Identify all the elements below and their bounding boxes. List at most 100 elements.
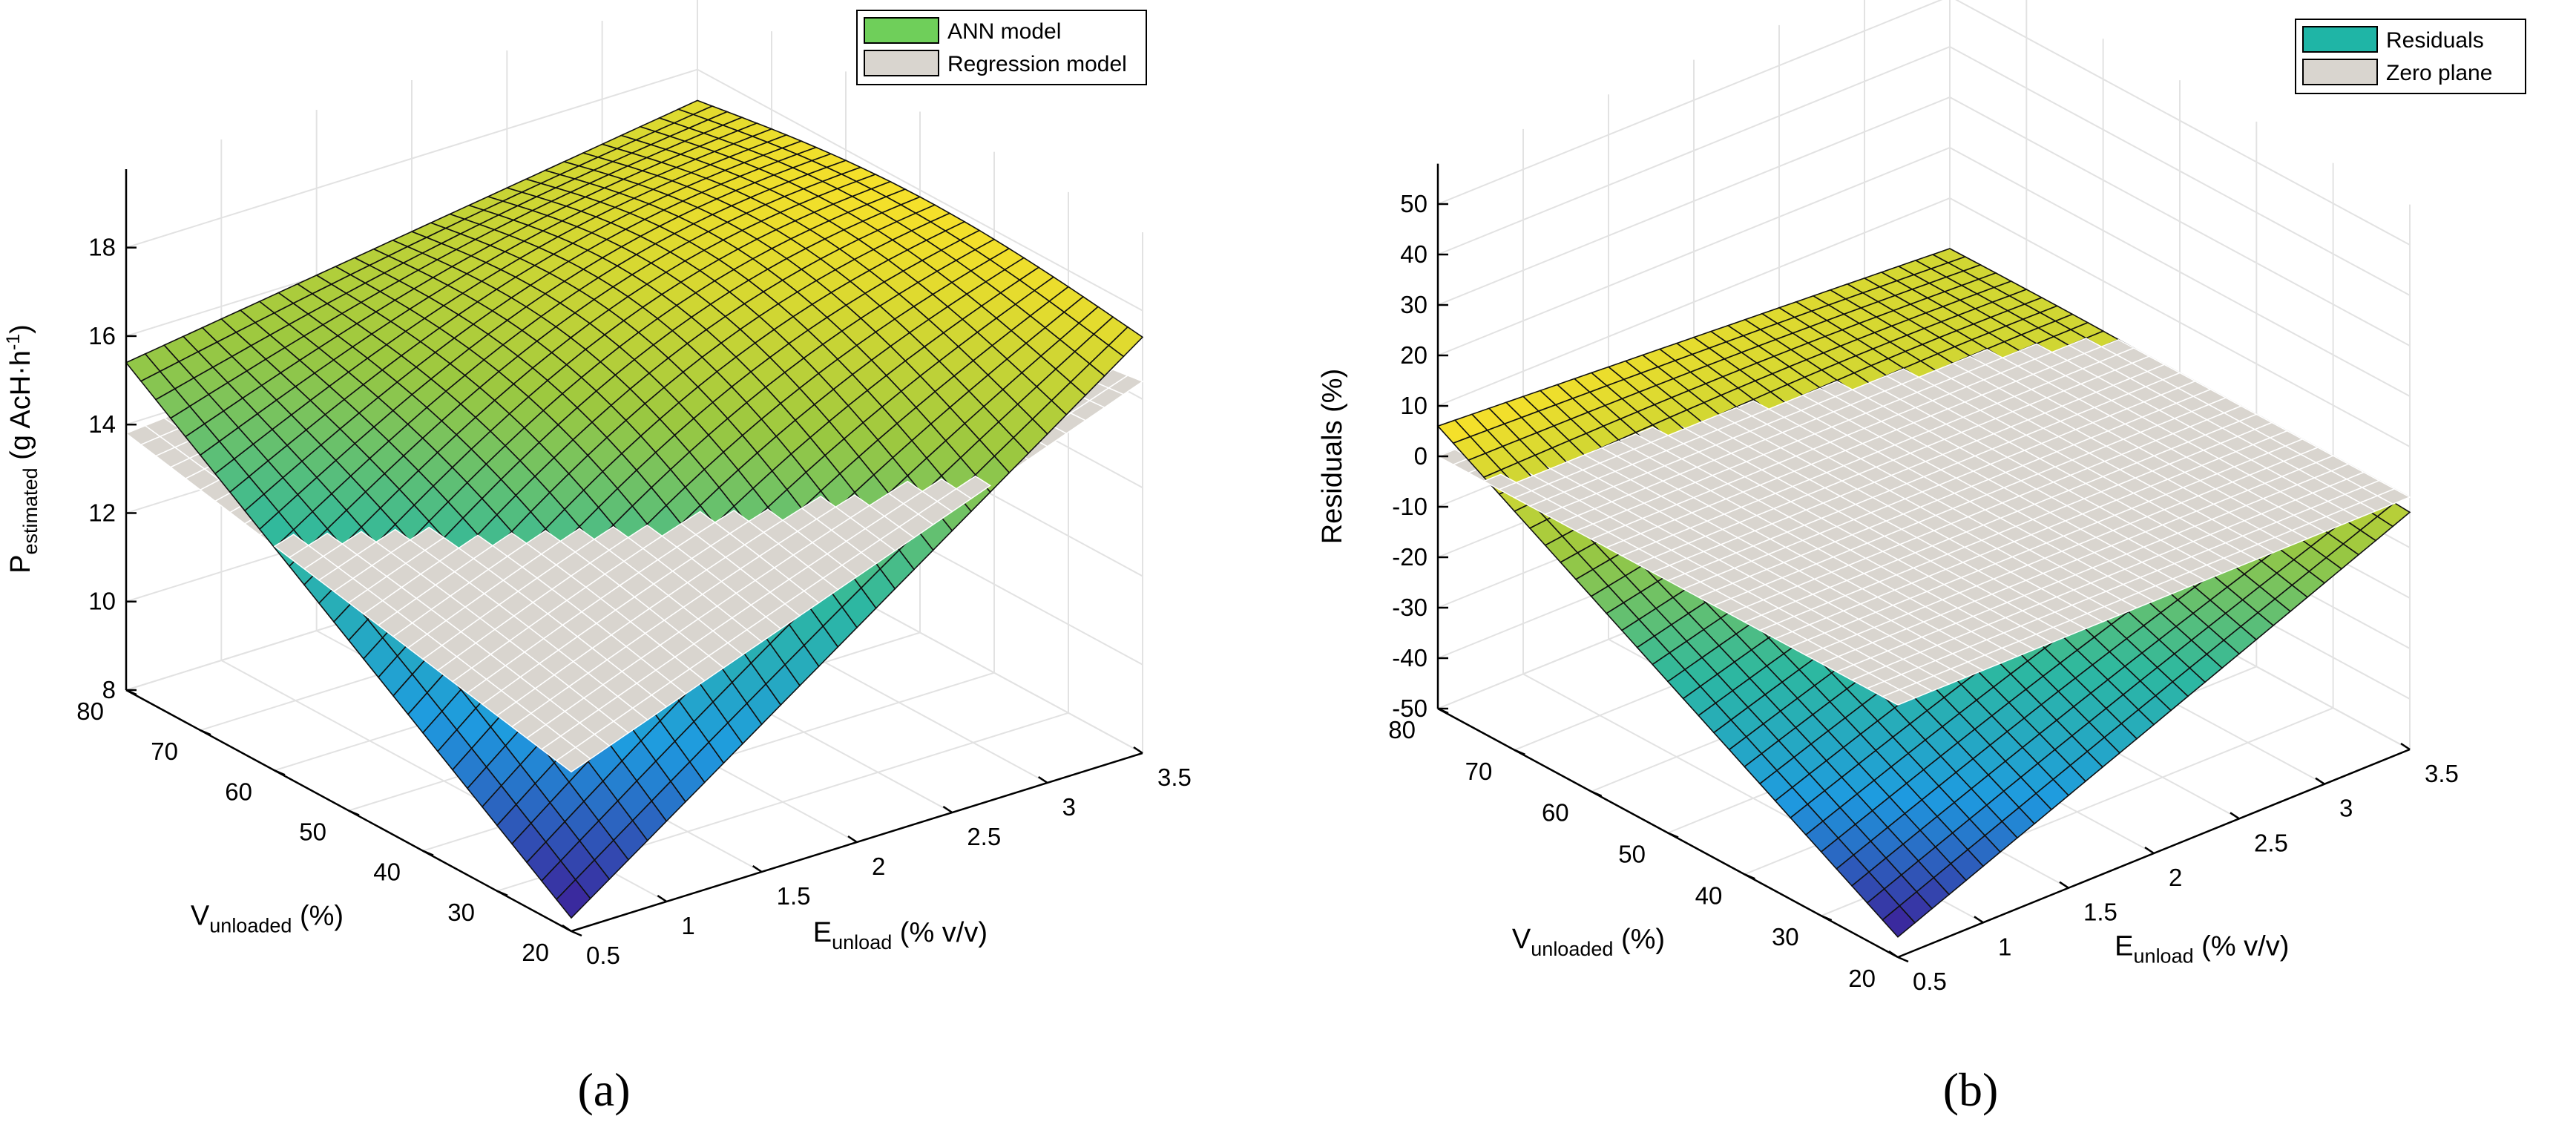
e-tick-mark bbox=[752, 864, 763, 873]
v-tick-mark bbox=[1667, 832, 1679, 838]
e-tick-mark bbox=[2315, 777, 2325, 785]
e-tick-label: 2 bbox=[872, 853, 885, 880]
v-tick-label: 40 bbox=[373, 858, 401, 886]
e-tick-label: 3.5 bbox=[2425, 760, 2459, 787]
v-tick-mark bbox=[422, 850, 434, 856]
z-tick-label: 8 bbox=[102, 676, 116, 703]
v-axis-label-unit: (%) bbox=[1613, 924, 1665, 955]
panel-caption: (a) bbox=[577, 1063, 630, 1116]
e-axis-label-unit: (% v/v) bbox=[892, 917, 988, 948]
legend-swatch bbox=[2302, 26, 2378, 53]
e-tick-label: 2.5 bbox=[967, 823, 1001, 850]
e-tick-label: 0.5 bbox=[586, 942, 620, 969]
e-tick-label: 3.5 bbox=[1157, 764, 1192, 791]
e-tick-label: 3 bbox=[2339, 795, 2353, 822]
e-axis-label-main: E bbox=[813, 917, 832, 948]
legend: ANN model Regression model bbox=[856, 10, 1147, 85]
grid-line bbox=[1437, 45, 2411, 296]
grid-line bbox=[125, 68, 1143, 312]
z-tick-label: -10 bbox=[1392, 493, 1427, 520]
v-tick-mark bbox=[1744, 873, 1755, 880]
z-tick-label: 20 bbox=[1400, 341, 1427, 369]
e-axis-label-sub: unload bbox=[832, 931, 892, 953]
z-tick-label: 16 bbox=[88, 322, 116, 349]
surface-group bbox=[1436, 248, 2411, 938]
e-tick-mark bbox=[1888, 950, 1899, 959]
z-tick-label: 18 bbox=[88, 234, 116, 261]
grid-line bbox=[1437, 96, 2411, 347]
v-tick-label: 80 bbox=[1388, 716, 1416, 743]
z-tick-label: 0 bbox=[1414, 442, 1427, 470]
v-tick-mark bbox=[1591, 790, 1603, 797]
e-tick-mark bbox=[1133, 746, 1143, 755]
e-tick-mark bbox=[2059, 881, 2069, 889]
v-tick-label: 70 bbox=[151, 738, 178, 765]
legend: Residuals Zero plane bbox=[2295, 19, 2526, 94]
grid-line bbox=[1437, 197, 2411, 447]
z-tick-label: -30 bbox=[1392, 594, 1427, 621]
grid-line bbox=[1437, 146, 2411, 397]
v-tick-label: 50 bbox=[299, 818, 326, 846]
z-tick-label: 10 bbox=[88, 588, 116, 615]
z-tick-label: 50 bbox=[1400, 190, 1427, 217]
z-axis-label-close: ) bbox=[5, 324, 36, 334]
v-tick-label: 20 bbox=[522, 939, 549, 966]
e-axis-label-main: E bbox=[2115, 930, 2133, 962]
e-tick-mark bbox=[562, 924, 572, 933]
z-tick-label: -20 bbox=[1392, 543, 1427, 571]
v-tick-mark bbox=[1897, 956, 1909, 963]
v-axis-label-main: V bbox=[191, 900, 210, 931]
e-tick-mark bbox=[2144, 846, 2155, 855]
v-tick-label: 20 bbox=[1848, 965, 1876, 992]
v-tick-mark bbox=[571, 930, 582, 937]
v-tick-mark bbox=[1437, 707, 1449, 715]
axes: 8 10 12 14 16 18 20 30 40 50 60 70 80 0.5 1 1.5 2 2.5 3 3.5 bbox=[76, 169, 1192, 969]
z-axis-label-sub: estimated bbox=[19, 467, 42, 554]
e-tick-label: 0.5 bbox=[1913, 968, 1947, 995]
v-axis-label-sub: unloaded bbox=[209, 914, 292, 936]
z-tick-label: 12 bbox=[88, 499, 116, 526]
legend-label: Zero plane bbox=[2386, 61, 2492, 85]
e-tick-label: 2.5 bbox=[2254, 829, 2288, 856]
chart-b-canvas: -50 -40 -30 -20 -10 0 10 20 30 40 50 20 30 40 50 60 70 80… bbox=[1317, 0, 2526, 1116]
e-tick-mark bbox=[1037, 775, 1048, 784]
axes: -50 -40 -30 -20 -10 0 10 20 30 40 50 20 30 40 50 60 70 80… bbox=[1388, 163, 2459, 995]
z-tick-label: -40 bbox=[1392, 644, 1427, 672]
z-tick-label: 30 bbox=[1400, 291, 1427, 318]
grid-line bbox=[1437, 0, 2411, 246]
e-tick-mark bbox=[657, 894, 668, 903]
legend-swatch bbox=[2302, 59, 2378, 85]
v-tick-label: 30 bbox=[1772, 923, 1799, 951]
v-axis-label-sub: unloaded bbox=[1531, 938, 1613, 960]
e-tick-label: 3 bbox=[1062, 793, 1076, 821]
z-tick-label: 10 bbox=[1400, 392, 1427, 419]
e-tick-mark bbox=[942, 805, 953, 814]
v-tick-mark bbox=[1821, 915, 1833, 922]
panel-b: -50 -40 -30 -20 -10 0 10 20 30 40 50 20 30 40 50 60 70 80… bbox=[1288, 0, 2576, 1136]
e-tick-mark bbox=[1974, 916, 1984, 924]
legend-label: ANN model bbox=[947, 19, 1061, 44]
v-tick-mark bbox=[125, 689, 137, 696]
v-tick-label: 70 bbox=[1465, 758, 1493, 785]
residual-surface-cell bbox=[1882, 904, 1916, 938]
e-tick-label: 1.5 bbox=[777, 882, 811, 910]
z-axis-label-main: P bbox=[5, 554, 36, 573]
e-axis-label: Eunload (% v/v) bbox=[813, 917, 988, 953]
v-tick-mark bbox=[1514, 749, 1525, 755]
v-tick-mark bbox=[200, 729, 211, 736]
panel-a: 8 10 12 14 16 18 20 30 40 50 60 70 80 0.5 1 1.5 2 2.5 3 3.5… bbox=[3, 0, 1192, 1116]
v-tick-mark bbox=[496, 890, 508, 896]
e-tick-label: 1.5 bbox=[2083, 899, 2117, 926]
e-tick-label: 1 bbox=[1998, 933, 2011, 960]
chart-a-canvas: 8 10 12 14 16 18 20 30 40 50 60 70 80 0.5 1 1.5 2 2.5 3 3.5… bbox=[3, 0, 1192, 1116]
v-axis-label: Vunloaded (%) bbox=[191, 900, 344, 936]
v-tick-label: 30 bbox=[447, 899, 475, 926]
ann-surface-cell bbox=[555, 879, 591, 919]
legend-swatch bbox=[864, 17, 939, 44]
v-tick-label: 50 bbox=[1618, 841, 1646, 868]
legend-label: Residuals bbox=[2386, 28, 2484, 53]
regression-surface-cell bbox=[555, 746, 591, 773]
z-axis-label: Residuals (%) bbox=[1317, 369, 1348, 545]
z-tick-label: -50 bbox=[1392, 695, 1427, 722]
e-tick-label: 2 bbox=[2169, 864, 2182, 891]
